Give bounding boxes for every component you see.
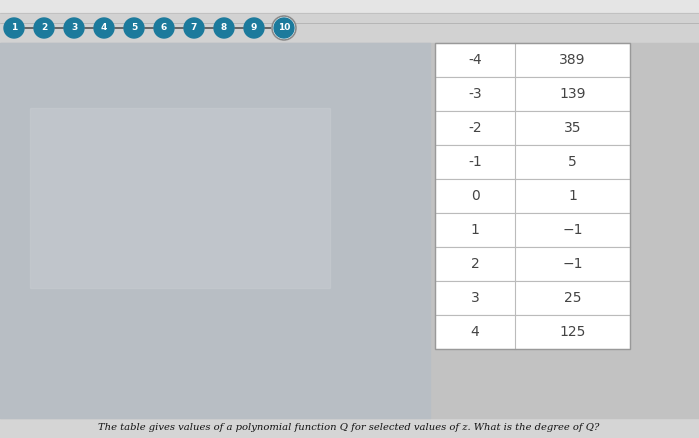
Text: 1: 1 [11,24,17,32]
Text: 1: 1 [568,189,577,203]
Text: -4: -4 [468,53,482,67]
Text: 25: 25 [564,291,582,305]
Circle shape [214,18,234,38]
Bar [435,315,630,349]
Text: −1: −1 [562,257,583,271]
Text: 10: 10 [278,24,290,32]
Circle shape [274,18,294,38]
Text: 5: 5 [131,24,137,32]
Bar [435,111,630,145]
Text: 0: 0 [470,189,480,203]
Bar [0,43,699,418]
Circle shape [272,16,296,40]
Bar [0,0,699,13]
Text: 125: 125 [559,325,586,339]
Circle shape [124,18,144,38]
Bar [435,145,630,179]
Text: 6: 6 [161,24,167,32]
Bar [435,43,630,349]
Circle shape [34,18,54,38]
Text: −1: −1 [562,223,583,237]
Text: 1: 1 [470,223,480,237]
Text: 2: 2 [41,24,47,32]
Bar [0,0,699,23]
Circle shape [184,18,204,38]
Bar [0,43,430,418]
Text: 9: 9 [251,24,257,32]
Bar [435,213,630,247]
Bar [435,179,630,213]
Text: -2: -2 [468,121,482,135]
Circle shape [244,18,264,38]
Text: The table gives values of a polynomial function Q for selected values of z. What: The table gives values of a polynomial f… [99,424,600,432]
Bar [0,13,699,43]
Bar [435,43,630,77]
Bar [30,108,330,288]
Bar [435,281,630,315]
Text: 7: 7 [191,24,197,32]
Text: 2: 2 [470,257,480,271]
Text: 3: 3 [71,24,77,32]
Text: 35: 35 [564,121,582,135]
Text: 4: 4 [470,325,480,339]
Circle shape [154,18,174,38]
Bar [0,418,699,438]
Text: -1: -1 [468,155,482,169]
Text: 8: 8 [221,24,227,32]
Text: -3: -3 [468,87,482,101]
Text: 139: 139 [559,87,586,101]
Bar [435,247,630,281]
Text: 4: 4 [101,24,107,32]
Bar [435,77,630,111]
Circle shape [4,18,24,38]
Text: 3: 3 [470,291,480,305]
Text: 389: 389 [559,53,586,67]
Circle shape [94,18,114,38]
Text: 5: 5 [568,155,577,169]
Circle shape [64,18,84,38]
